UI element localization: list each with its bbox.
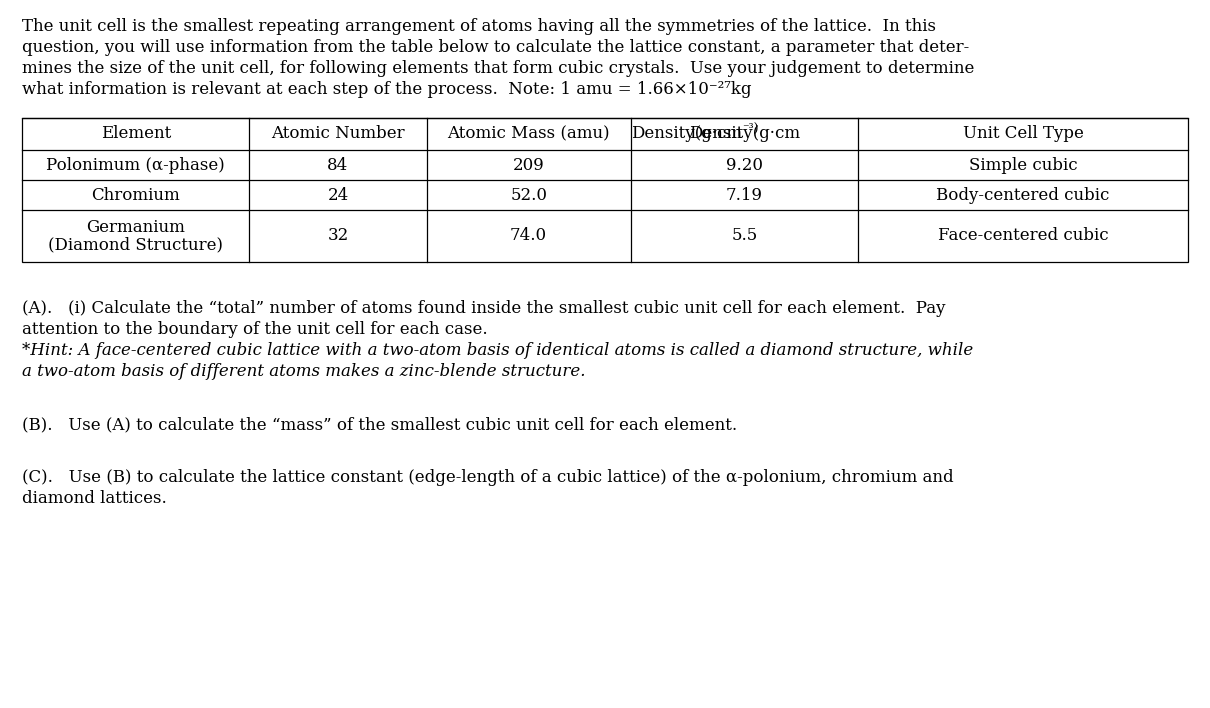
Text: (A).   (i) Calculate the “total” number of atoms found inside the smallest cubic: (A). (i) Calculate the “total” number of… [22,300,945,317]
Text: Germanium: Germanium [86,219,185,236]
Text: 32: 32 [328,227,348,244]
Text: *Hint: A face-centered cubic lattice with a two-atom basis of identical atoms is: *Hint: A face-centered cubic lattice wit… [22,342,973,359]
Text: 24: 24 [328,186,348,203]
Text: Polonimum (α-phase): Polonimum (α-phase) [46,156,225,173]
Text: Density(g·cm: Density(g·cm [688,125,800,142]
Text: 209: 209 [513,156,544,173]
Text: question, you will use information from the table below to calculate the lattice: question, you will use information from … [22,39,969,56]
Text: 7.19: 7.19 [726,186,762,203]
Text: Simple cubic: Simple cubic [969,156,1077,173]
Text: diamond lattices.: diamond lattices. [22,490,167,507]
Text: Atomic Number: Atomic Number [271,125,405,142]
Text: mines the size of the unit cell, for following elements that form cubic crystals: mines the size of the unit cell, for fol… [22,60,974,77]
Text: 9.20: 9.20 [726,156,762,173]
Text: 84: 84 [328,156,348,173]
Text: Unit Cell Type: Unit Cell Type [963,125,1083,142]
Text: (Diamond Structure): (Diamond Structure) [48,236,223,253]
Text: 52.0: 52.0 [511,186,547,203]
Text: what information is relevant at each step of the process.  Note: 1 amu = 1.66×10: what information is relevant at each ste… [22,81,751,98]
Text: attention to the boundary of the unit cell for each case.: attention to the boundary of the unit ce… [22,321,488,338]
Text: 5.5: 5.5 [731,227,757,244]
Text: (C).   Use (B) to calculate the lattice constant (edge-length of a cubic lattice: (C). Use (B) to calculate the lattice co… [22,469,953,486]
Text: Atomic Mass (amu): Atomic Mass (amu) [448,125,610,142]
Text: Element: Element [100,125,171,142]
Text: Density(g·cm: Density(g·cm [632,125,743,142]
Text: ⁻³): ⁻³) [743,122,759,135]
Bar [22,118,1188,262]
Text: The unit cell is the smallest repeating arrangement of atoms having all the symm: The unit cell is the smallest repeating … [22,18,937,35]
Text: Face-centered cubic: Face-centered cubic [938,227,1108,244]
Text: Body-centered cubic: Body-centered cubic [937,186,1110,203]
Text: a two-atom basis of different atoms makes a zinc-blende structure.: a two-atom basis of different atoms make… [22,363,586,380]
Text: 74.0: 74.0 [511,227,547,244]
Text: (B).   Use (A) to calculate the “mass” of the smallest cubic unit cell for each : (B). Use (A) to calculate the “mass” of … [22,416,737,433]
Text: Chromium: Chromium [91,186,180,203]
